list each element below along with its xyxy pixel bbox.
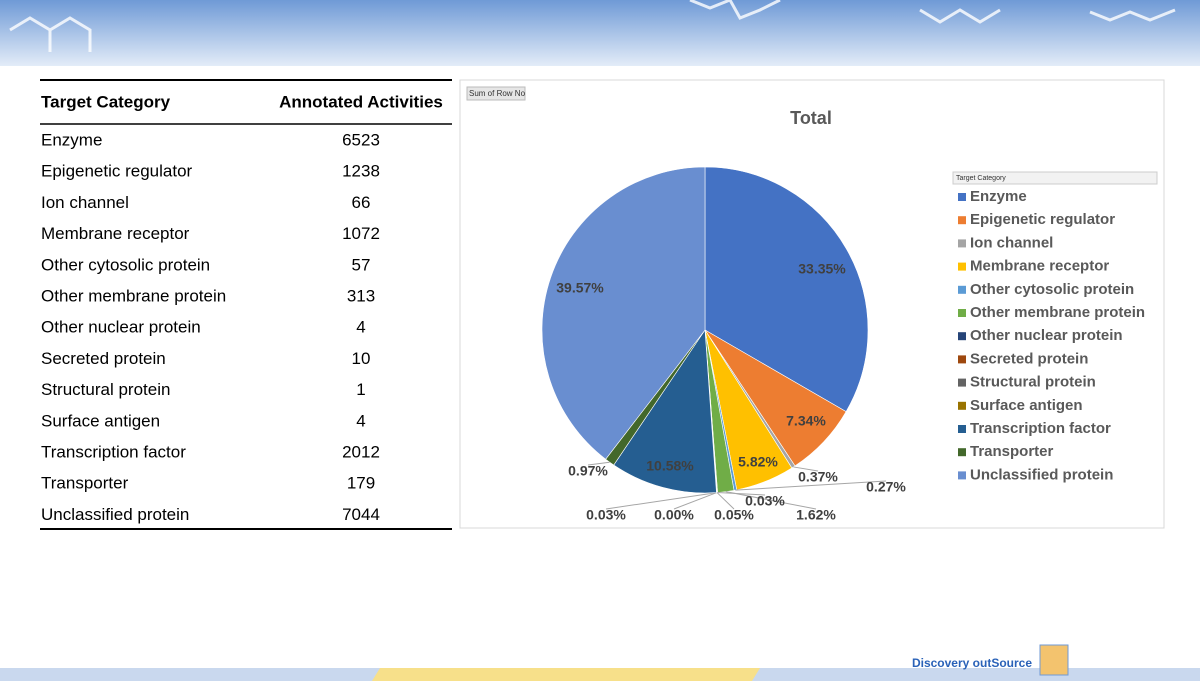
pie-slice xyxy=(704,166,869,413)
data-label: 33.35% xyxy=(798,261,846,277)
data-label: 0.00% xyxy=(654,507,694,523)
legend-swatch xyxy=(958,239,966,248)
table-cell: 2012 xyxy=(342,442,380,461)
legend-swatch xyxy=(958,309,966,317)
leader-line xyxy=(673,492,717,510)
legend-label: Structural protein xyxy=(970,374,1096,391)
legend-label: Other cytosolic protein xyxy=(970,281,1134,298)
table-cell: Other cytosolic protein xyxy=(41,255,210,274)
table-cell: 1072 xyxy=(342,224,380,243)
table-cell: Other nuclear protein xyxy=(41,318,201,337)
legend-swatch xyxy=(958,425,966,433)
legend-label: Transporter xyxy=(970,443,1054,460)
legend-label: Transcription factor xyxy=(970,420,1111,437)
leader-line xyxy=(725,491,817,510)
table-cell: 179 xyxy=(347,474,375,493)
table-cell: 4 xyxy=(356,411,365,430)
legend-swatch xyxy=(958,332,966,341)
legend-swatch xyxy=(958,448,966,457)
table-cell: Transporter xyxy=(41,474,129,493)
data-label: 0.03% xyxy=(586,507,626,523)
table-cell: Epigenetic regulator xyxy=(41,162,193,181)
table-cell: Structural protein xyxy=(41,380,170,399)
table-cell: 313 xyxy=(347,286,375,305)
leader-line xyxy=(735,480,887,491)
legend-swatch xyxy=(958,262,966,271)
data-label: 1.62% xyxy=(796,507,836,523)
legend-dropdown xyxy=(952,171,1158,185)
logo-icon xyxy=(1039,644,1069,676)
table-header: Target Category xyxy=(41,92,171,111)
legend-label: Other membrane protein xyxy=(970,304,1145,321)
legend-label: Epigenetic regulator xyxy=(970,211,1115,228)
data-label: 39.57% xyxy=(556,280,604,296)
data-label: 10.58% xyxy=(646,458,694,474)
table-cell: Enzyme xyxy=(41,130,102,149)
table-cell: 1 xyxy=(356,380,365,399)
legend-swatch xyxy=(958,285,966,294)
hex-pattern xyxy=(9,0,1176,52)
data-label: 0.27% xyxy=(866,479,906,495)
legend-label: Ion channel xyxy=(970,234,1053,251)
data-label: 0.03% xyxy=(745,493,785,509)
leader-line xyxy=(587,461,610,466)
table-cell: Surface antigen xyxy=(41,411,160,430)
legend-swatch xyxy=(958,193,966,201)
banner xyxy=(0,0,1200,66)
brand: Discovery outSource xyxy=(912,656,1032,670)
table-cell: Unclassified protein xyxy=(41,505,189,524)
table-cell: 10 xyxy=(352,349,371,368)
leader-line xyxy=(793,466,819,472)
table-cell: 6523 xyxy=(342,130,380,149)
leader-line xyxy=(717,492,766,496)
leader-line xyxy=(716,492,735,510)
table-cell: Other membrane protein xyxy=(41,286,226,305)
legend-title: Target Category xyxy=(956,175,1006,182)
footer-stripe xyxy=(372,668,760,681)
table-cell: 1238 xyxy=(342,162,380,181)
data-label: 0.37% xyxy=(798,469,838,485)
legend-label: Other nuclear protein xyxy=(970,327,1123,344)
legend-label: Secreted protein xyxy=(970,350,1088,367)
legend-swatch xyxy=(958,401,966,410)
leader-line xyxy=(605,492,717,510)
field-button-label: Sum of Row No xyxy=(469,89,526,98)
chart-title: Total xyxy=(790,108,832,128)
legend-swatch xyxy=(958,471,966,480)
table-cell: 66 xyxy=(352,193,371,212)
data-label: 0.97% xyxy=(568,463,608,479)
legend-label: Enzyme xyxy=(970,188,1027,205)
table-cell: Transcription factor xyxy=(41,442,186,461)
pie-slice xyxy=(613,329,717,494)
legend-label: Surface antigen xyxy=(970,397,1083,414)
table-cell: Ion channel xyxy=(41,193,129,212)
table-cell: Membrane receptor xyxy=(41,224,190,243)
table-cell: Secreted protein xyxy=(41,349,166,368)
legend-label: Unclassified protein xyxy=(970,466,1113,483)
data-label: 5.82% xyxy=(738,454,778,470)
table-cell: 7044 xyxy=(342,505,380,524)
legend-swatch xyxy=(958,216,966,225)
table-cell: 57 xyxy=(352,255,371,274)
data-label: 7.34% xyxy=(786,413,826,429)
legend-swatch xyxy=(958,378,966,387)
pie-slice xyxy=(541,166,706,460)
data-label: 0.05% xyxy=(714,507,754,523)
legend-swatch xyxy=(958,355,966,364)
table-cell: 4 xyxy=(356,318,365,337)
chart: Sum of Row No Total 33.35% 7.34% 0.37% 5.82% 0… xyxy=(466,86,1158,523)
table: Target Category Annotated Activities Enzym… xyxy=(40,79,452,530)
legend-label: Membrane receptor xyxy=(970,258,1109,275)
field-button xyxy=(466,86,526,101)
table-header: Annotated Activities xyxy=(279,92,443,111)
